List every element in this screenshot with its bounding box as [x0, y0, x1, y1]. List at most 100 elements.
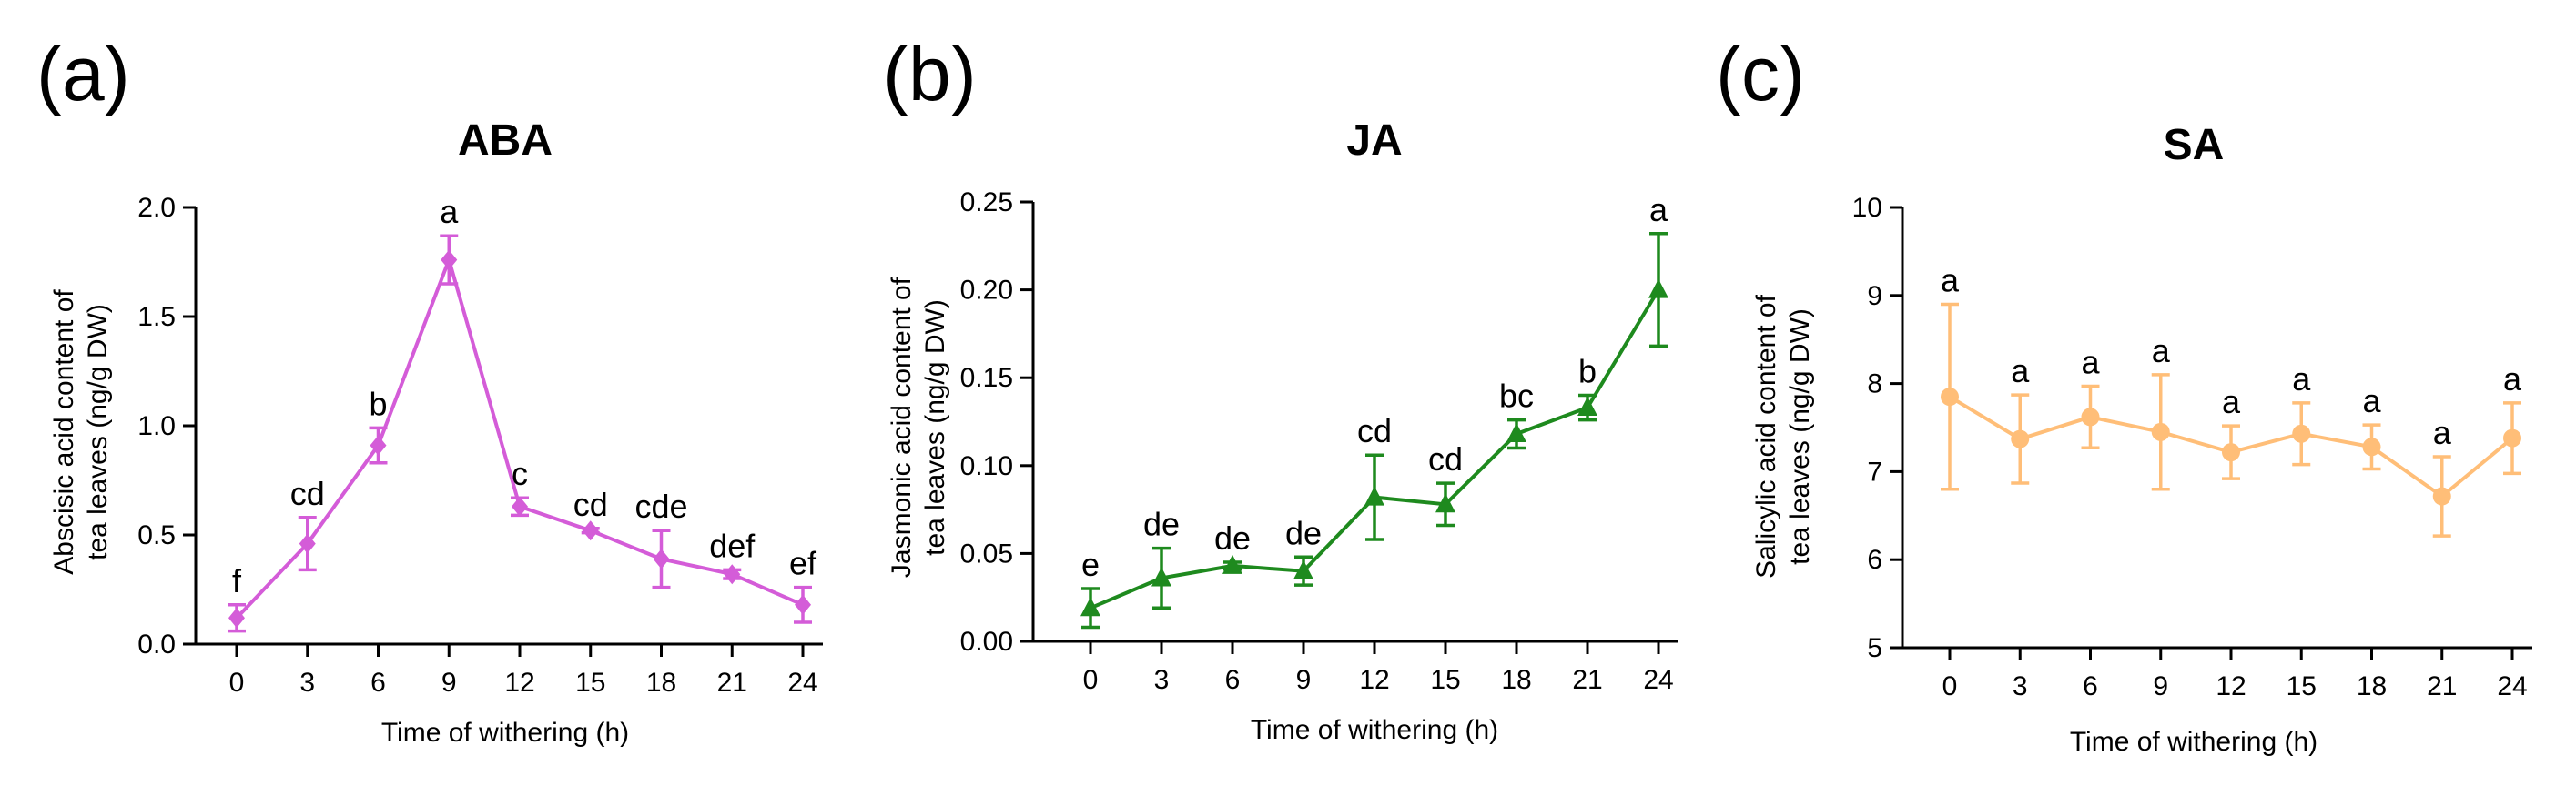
- x-tick-label: 21: [2427, 671, 2457, 701]
- data-point: [2503, 428, 2521, 448]
- x-tick-label: 0: [229, 668, 245, 698]
- x-tick-label: 6: [370, 668, 386, 698]
- data-point: [582, 520, 599, 541]
- data-point: [2222, 443, 2240, 462]
- significance-label: ef: [789, 545, 817, 582]
- chart-title: ABA: [458, 116, 553, 165]
- x-tick-label: 12: [2216, 671, 2246, 701]
- data-point: [1648, 278, 1668, 298]
- x-axis-title: Time of withering (h): [2070, 727, 2317, 757]
- x-tick-label: 9: [2153, 671, 2168, 701]
- significance-label: cd: [573, 486, 608, 523]
- y-tick-label: 0.15: [960, 363, 1013, 393]
- data-point: [1364, 486, 1384, 506]
- data-point: [228, 608, 245, 629]
- y-tick-label: 1.0: [137, 411, 176, 441]
- significance-label: bc: [1499, 378, 1534, 415]
- data-point: [299, 533, 316, 554]
- x-tick-label: 18: [646, 668, 676, 698]
- x-tick-label: 3: [299, 668, 315, 698]
- x-tick-label: 12: [1359, 665, 1389, 695]
- data-point: [1506, 423, 1526, 443]
- x-tick-label: 24: [2497, 671, 2527, 701]
- significance-label: a: [2011, 352, 2030, 389]
- significance-label: f: [232, 562, 242, 600]
- y-tick-label: 5: [1867, 633, 1882, 663]
- x-tick-label: 21: [1572, 665, 1602, 695]
- data-point: [1080, 597, 1100, 617]
- data-point: [1222, 554, 1242, 574]
- y-tick-label: 9: [1867, 281, 1882, 311]
- y-tick-label: 0.10: [960, 451, 1013, 481]
- data-point: [2151, 422, 2170, 441]
- significance-label: a: [1941, 261, 1960, 298]
- x-tick-label: 3: [2013, 671, 2028, 701]
- significance-label: def: [709, 527, 756, 564]
- significance-label: de: [1285, 514, 1322, 551]
- x-axis-title: Time of withering (h): [1251, 715, 1498, 745]
- x-tick-label: 21: [717, 668, 747, 698]
- significance-label: b: [1578, 353, 1597, 390]
- significance-label: c: [512, 455, 528, 492]
- y-tick-label: 0.25: [960, 187, 1013, 217]
- significance-label: cd: [1428, 440, 1463, 478]
- significance-label: cd: [290, 475, 325, 512]
- data-point: [724, 564, 741, 585]
- significance-label: a: [2152, 332, 2171, 369]
- x-tick-label: 24: [787, 668, 817, 698]
- x-tick-label: 6: [1225, 665, 1241, 695]
- x-tick-label: 15: [575, 668, 605, 698]
- panel-letter: (c): [1716, 31, 1805, 116]
- significance-label: de: [1214, 519, 1251, 557]
- significance-label: a: [2292, 360, 2311, 398]
- x-tick-label: 9: [1296, 665, 1312, 695]
- significance-label: cd: [1357, 412, 1392, 449]
- significance-label: b: [369, 385, 387, 422]
- data-point: [1941, 388, 1959, 407]
- y-tick-label: 7: [1867, 457, 1882, 487]
- x-tick-label: 0: [1083, 665, 1099, 695]
- data-point: [795, 594, 811, 615]
- data-point: [1293, 559, 1313, 579]
- data-point: [1435, 493, 1455, 513]
- panel-letter: (b): [883, 31, 977, 116]
- data-point: [1151, 567, 1171, 587]
- x-tick-label: 18: [2357, 671, 2387, 701]
- y-axis-title-line-2: tea leaves (ng/g DW): [83, 304, 113, 560]
- x-tick-label: 18: [1501, 665, 1531, 695]
- chart-title: JA: [1346, 116, 1402, 165]
- significance-label: a: [440, 193, 459, 230]
- y-tick-label: 0.20: [960, 276, 1013, 306]
- panel-b: (b) JA Time of withering (h) Jasmonic ac…: [883, 31, 1678, 745]
- data-point: [512, 496, 528, 517]
- y-tick-label: 2.0: [137, 193, 176, 223]
- y-axis-title-line-1: Abscisic acid content of: [49, 289, 79, 575]
- data-point: [653, 549, 670, 569]
- data-point: [441, 249, 458, 270]
- x-tick-label: 15: [1430, 665, 1460, 695]
- x-axis-title: Time of withering (h): [381, 718, 629, 748]
- x-tick-label: 9: [441, 668, 457, 698]
- significance-label: a: [2081, 344, 2100, 381]
- significance-label: e: [1081, 546, 1100, 583]
- y-tick-label: 0.00: [960, 627, 1013, 657]
- data-point: [370, 435, 387, 456]
- data-point: [2081, 408, 2100, 427]
- data-point: [2011, 429, 2030, 448]
- significance-label: a: [1649, 191, 1668, 228]
- x-tick-label: 6: [2083, 671, 2098, 701]
- data-point: [2432, 487, 2451, 506]
- y-axis-title-line-2: tea leaves (ng/g DW): [920, 299, 950, 556]
- y-tick-label: 8: [1867, 369, 1882, 399]
- y-tick-label: 10: [1852, 193, 1882, 223]
- x-tick-label: 24: [1643, 665, 1673, 695]
- significance-label: cde: [634, 488, 687, 525]
- y-axis-title-line-1: Salicylic acid content of: [1751, 294, 1781, 578]
- y-axis-title-line-1: Jasmonic acid content of: [887, 277, 917, 578]
- data-point: [1577, 397, 1597, 417]
- chart-title: SA: [2164, 121, 2225, 169]
- y-tick-label: 0.5: [137, 520, 176, 550]
- y-tick-label: 1.5: [137, 302, 176, 332]
- x-tick-label: 3: [1154, 665, 1170, 695]
